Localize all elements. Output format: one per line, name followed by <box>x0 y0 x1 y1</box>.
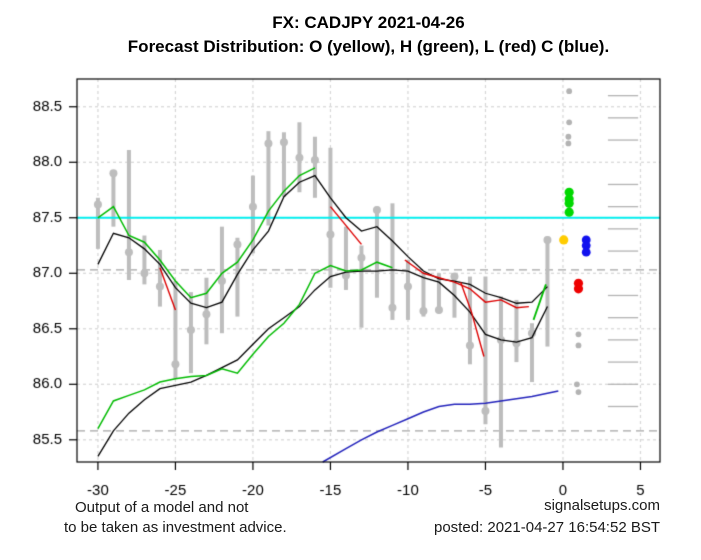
site-name: signalsetups.com <box>544 497 660 514</box>
disclaimer-line1: Output of a model and not <box>75 499 249 516</box>
disclaimer-line2: to be taken as investment advice. <box>64 519 287 536</box>
posted-timestamp: posted: 2021-04-27 16:54:52 BST <box>434 519 660 536</box>
